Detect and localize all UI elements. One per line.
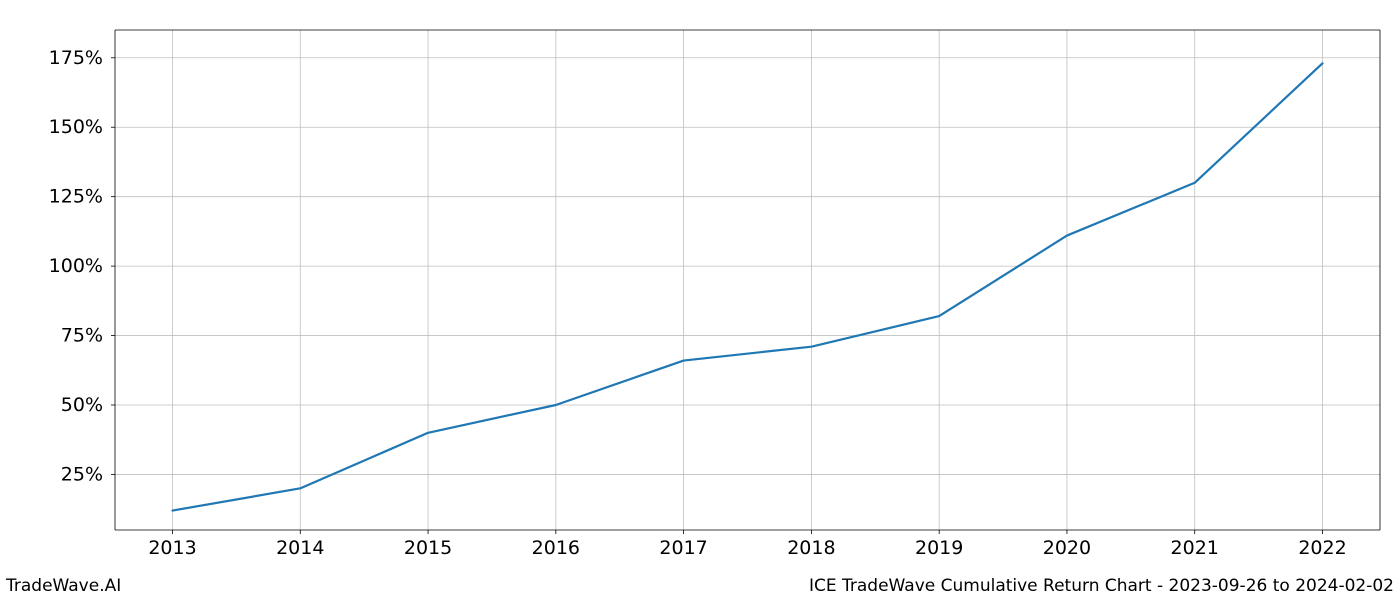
x-tick-label: 2015 xyxy=(404,537,452,559)
line-chart: 2013 2014 2015 2016 2017 2018 2019 2020 2021 2022… xyxy=(0,0,1400,600)
footer-caption: ICE TradeWave Cumulative Return Chart - … xyxy=(809,576,1394,596)
y-tick-label: 175% xyxy=(49,47,103,69)
x-tick-label: 2022 xyxy=(1298,537,1346,559)
y-tick-label: 50% xyxy=(61,394,103,416)
x-tick-label: 2016 xyxy=(532,537,580,559)
y-tick-label: 100% xyxy=(49,255,103,277)
y-tick-label: 150% xyxy=(49,116,103,138)
x-tick-label: 2014 xyxy=(276,537,324,559)
x-tick-label: 2020 xyxy=(1043,537,1091,559)
x-tick-label: 2017 xyxy=(659,537,707,559)
x-tick-label: 2021 xyxy=(1171,537,1219,559)
y-tick-label: 125% xyxy=(49,186,103,208)
x-tick-label: 2013 xyxy=(148,537,196,559)
x-tick-label: 2019 xyxy=(915,537,963,559)
footer-brand: TradeWave.AI xyxy=(6,576,121,596)
chart-background xyxy=(0,0,1400,600)
x-tick-label: 2018 xyxy=(787,537,835,559)
chart-container: 2013 2014 2015 2016 2017 2018 2019 2020 2021 2022… xyxy=(0,0,1400,600)
y-tick-label: 75% xyxy=(61,325,103,347)
y-tick-label: 25% xyxy=(61,463,103,485)
